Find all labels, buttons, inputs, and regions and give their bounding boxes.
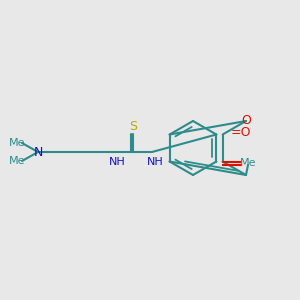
Text: N: N bbox=[33, 146, 43, 158]
Text: =O: =O bbox=[231, 126, 251, 139]
Text: NH: NH bbox=[147, 157, 164, 167]
Text: O: O bbox=[241, 115, 251, 128]
Text: Me: Me bbox=[9, 138, 25, 148]
Text: Me: Me bbox=[9, 156, 25, 166]
Text: S: S bbox=[129, 119, 137, 133]
Text: NH: NH bbox=[109, 157, 125, 167]
Text: Me: Me bbox=[240, 158, 256, 168]
